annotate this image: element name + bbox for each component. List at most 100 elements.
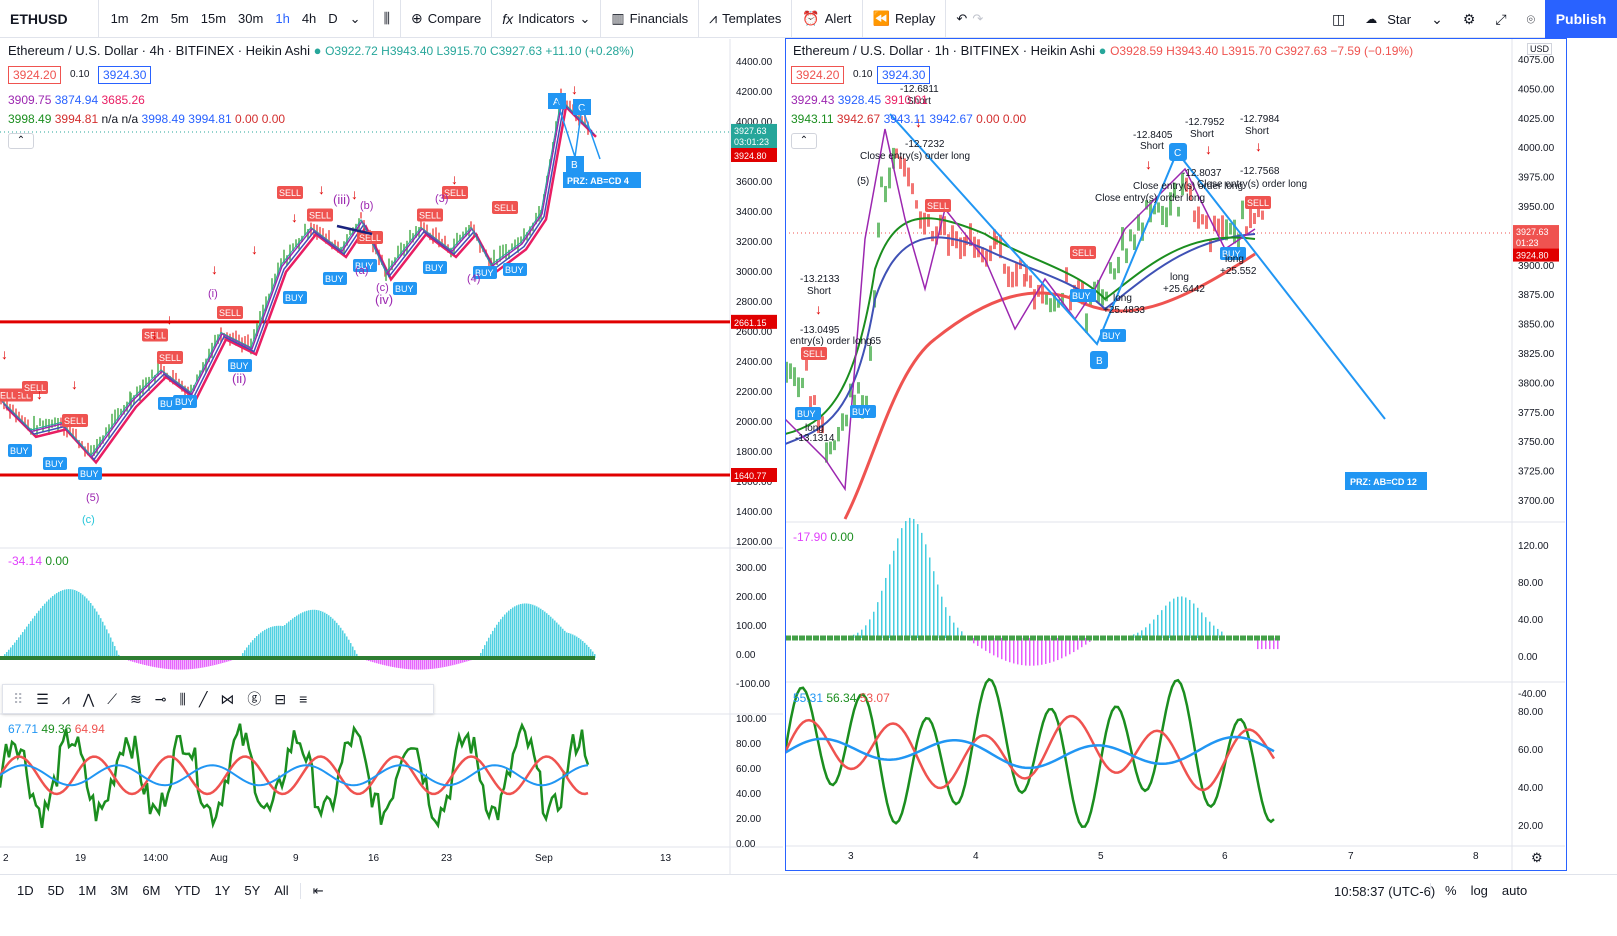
pitchfork-icon[interactable]: ⟋ [107, 690, 118, 707]
drag-handle-icon[interactable]: ⠿ [13, 690, 24, 707]
candle [789, 363, 792, 379]
fullscreen-icon[interactable]: ⤢ [1495, 10, 1507, 27]
osc-axis-label: 40.00 [1518, 615, 1543, 626]
rsi-line [0, 755, 589, 796]
histogram-bar [592, 651, 594, 658]
financials-button[interactable]: ▥ Financials [601, 0, 700, 38]
clock[interactable]: 10:58:37 (UTC-6) [1334, 884, 1436, 899]
fib-retracement-icon[interactable]: ☰ [36, 690, 49, 707]
range-3m[interactable]: 3M [110, 883, 129, 898]
candle [319, 226, 321, 237]
hline-price-tag [731, 314, 777, 329]
camera-icon[interactable]: ⌾ [1526, 10, 1535, 27]
layout-name[interactable]: Star [1387, 11, 1412, 27]
candle [869, 346, 872, 361]
histogram-bar [134, 658, 136, 663]
range-5y[interactable]: 5Y [244, 883, 261, 898]
last-price-tag [731, 123, 777, 150]
left-ask-button[interactable]: 3924.30 [98, 66, 152, 84]
candle [1077, 280, 1080, 296]
range-1d[interactable]: 1D [17, 883, 34, 898]
currency-selector[interactable]: USD [1527, 43, 1553, 55]
collapse-legend-button[interactable]: ⌃ [791, 133, 817, 149]
candle [54, 417, 56, 427]
chevron-down-icon[interactable]: ⌄ [349, 10, 361, 26]
histogram-bar [885, 577, 887, 638]
fib-spiral-icon[interactable]: ⓖ [247, 691, 262, 707]
ind2-b: 3994.81 [54, 112, 99, 126]
price-axis-label: 3750.00 [1518, 437, 1555, 448]
gear-icon[interactable]: ⚙ [1462, 10, 1476, 27]
histogram-bar [889, 564, 891, 638]
histogram-bar [176, 658, 178, 670]
right-ask-button[interactable]: 3924.30 [877, 66, 931, 84]
candle [1097, 279, 1100, 303]
right-chart[interactable]: 4075.00 4050.00 4025.00 4000.00 3975.00 3950.… [785, 39, 1565, 870]
horizontal-line-icon[interactable]: ⊸ [154, 690, 167, 707]
cloud-icon[interactable]: ☁ [1365, 12, 1378, 26]
sell-signal [417, 208, 443, 222]
interval-1m[interactable]: 1m [110, 11, 129, 26]
publish-button[interactable]: Publish [1545, 0, 1617, 38]
interval-1h[interactable]: 1h [275, 11, 290, 26]
interval-2m[interactable]: 2m [140, 11, 159, 26]
undo-icon[interactable]: ↶ [956, 10, 968, 26]
collapse-legend-button[interactable]: ⌃ [8, 133, 34, 149]
interval-4h[interactable]: 4h [301, 11, 317, 26]
histogram-bar [74, 590, 76, 658]
vertical-lines-icon[interactable]: ⫼ [179, 690, 186, 707]
left-chart-canvas[interactable]: 4400.004200.004000.003800.003600.003400.… [0, 39, 783, 874]
redo-icon[interactable]: ↷ [972, 10, 984, 26]
range-6m[interactable]: 6M [142, 883, 161, 898]
range-all[interactable]: All [274, 883, 289, 898]
interval-5m[interactable]: 5m [170, 11, 189, 26]
histogram-bar [106, 629, 108, 658]
left-bid-button[interactable]: 3924.20 [8, 66, 62, 84]
auto-scale-toggle[interactable]: auto [1501, 883, 1528, 898]
compare-button[interactable]: ⊕ Compare [401, 0, 493, 38]
fib-fan-icon[interactable]: ≋ [130, 690, 142, 707]
range-1y[interactable]: 1Y [214, 883, 231, 898]
histogram-bar [416, 658, 418, 670]
pattern-icon[interactable]: ⋈ [220, 690, 235, 707]
left-chart[interactable]: 4400.004200.004000.003800.003600.003400.… [0, 39, 783, 874]
range-ytd[interactable]: YTD [174, 883, 201, 898]
layout-icon[interactable]: ◫ [1332, 10, 1346, 27]
range-1m[interactable]: 1M [78, 883, 97, 898]
templates-button[interactable]: ⩘ Templates [699, 0, 793, 38]
parallel-channel-icon[interactable]: ⊟ [274, 690, 287, 707]
right-chart-canvas[interactable]: 4075.00 4050.00 4025.00 4000.00 3975.00 3950.… [785, 39, 1565, 870]
chevron-down-icon[interactable]: ⌄ [1431, 10, 1443, 27]
interval-30m[interactable]: 30m [238, 11, 264, 26]
goto-date-icon[interactable]: ⇤ [299, 883, 331, 899]
chart-type-button[interactable]: ⫼ [374, 0, 402, 38]
candle [1237, 233, 1240, 250]
histogram-bar [1021, 638, 1023, 666]
replay-button[interactable]: ⏪ Replay [863, 0, 947, 38]
symbol-search[interactable]: ETHUSD [0, 0, 99, 38]
histogram-bar [500, 619, 502, 658]
abc-pattern-icon[interactable]: ⋀ [82, 690, 95, 707]
right-bid-button[interactable]: 3924.20 [791, 66, 845, 84]
interval-d[interactable]: D [328, 11, 338, 26]
percent-scale-toggle[interactable]: % [1430, 883, 1457, 898]
trend-line-icon[interactable]: ╱ [198, 690, 208, 707]
interval-15m[interactable]: 15m [200, 11, 227, 26]
trade-annotation: Short [907, 96, 931, 107]
histogram-bar [522, 603, 524, 658]
range-5d[interactable]: 5D [47, 883, 65, 898]
indicators-button[interactable]: fx Indicators ⌄ [492, 0, 602, 38]
alert-button[interactable]: ⏰ Alert [792, 0, 863, 38]
candle [985, 250, 988, 267]
histogram-bar [22, 632, 24, 658]
elliott-wave-icon[interactable]: ⩘ [61, 690, 70, 707]
osc-value: -17.90 [793, 530, 828, 544]
log-scale-toggle[interactable]: log [1470, 883, 1488, 898]
histogram-bar [60, 590, 62, 658]
settings-lines-icon[interactable]: ≡ [299, 691, 308, 707]
histogram-bar [1037, 638, 1039, 666]
buy-signal-label: BUY [175, 397, 194, 407]
sell-signal-label: SELL [1072, 248, 1094, 258]
histogram-bar [160, 658, 162, 669]
buy-signal-label: BUY [1072, 291, 1091, 301]
